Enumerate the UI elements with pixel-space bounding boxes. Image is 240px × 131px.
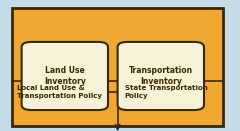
FancyBboxPatch shape bbox=[118, 42, 204, 110]
Text: Local Land Use &
Transportation Policy: Local Land Use & Transportation Policy bbox=[17, 85, 102, 99]
Text: Land Use
Inventory: Land Use Inventory bbox=[44, 66, 86, 86]
FancyBboxPatch shape bbox=[22, 42, 108, 110]
Text: State Transportation
Policy: State Transportation Policy bbox=[125, 85, 208, 99]
FancyBboxPatch shape bbox=[12, 8, 223, 126]
Text: Transportation
Inventory: Transportation Inventory bbox=[129, 66, 193, 86]
